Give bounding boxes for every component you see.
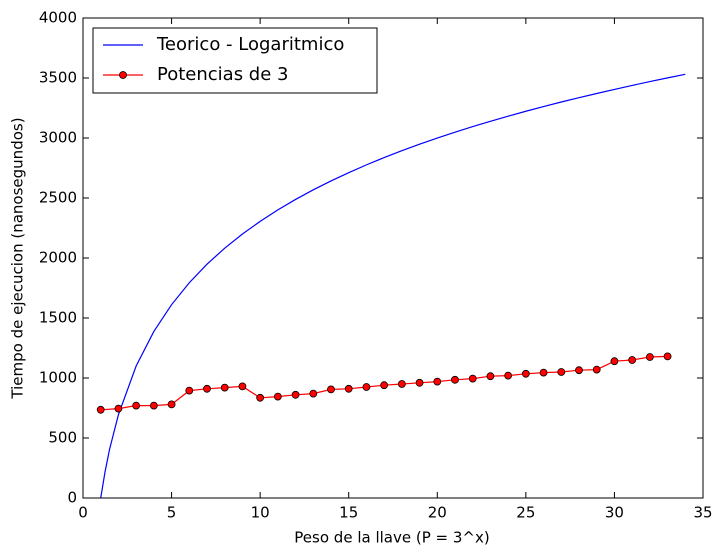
y-tick-label: 4000 [39, 9, 77, 27]
series-line [100, 73, 686, 498]
y-tick-label: 1500 [39, 309, 77, 327]
marker [149, 401, 158, 410]
marker [380, 381, 389, 390]
marker [504, 371, 513, 380]
marker [557, 368, 566, 376]
y-tick-label: 1000 [39, 369, 77, 387]
marker [592, 365, 601, 374]
x-tick-label: 35 [693, 504, 712, 522]
x-tick-label: 10 [251, 504, 270, 522]
marker [114, 404, 123, 413]
marker [663, 352, 672, 361]
marker [327, 385, 335, 394]
marker [273, 392, 282, 401]
marker [451, 375, 459, 384]
y-axis-label: Tiempo de ejecucion (nanosegundos) [9, 117, 27, 399]
marker [628, 356, 637, 364]
marker [132, 401, 141, 410]
y-tick-label: 0 [67, 489, 77, 507]
legend-label: Teorico - Logaritmico [156, 34, 344, 55]
marker [397, 380, 406, 388]
marker [362, 383, 371, 391]
x-tick-label: 20 [428, 504, 447, 522]
marker [344, 384, 353, 393]
legend-marker [119, 71, 127, 79]
marker [486, 372, 495, 381]
x-tick-label: 5 [167, 504, 177, 522]
x-tick-label: 15 [339, 504, 358, 522]
marker [539, 368, 548, 377]
marker [96, 405, 105, 414]
y-tick-label: 3500 [39, 69, 77, 87]
legend-label: Potencias de 3 [157, 64, 288, 85]
marker [309, 389, 318, 398]
y-tick-label: 2500 [39, 189, 77, 207]
marker [575, 366, 583, 375]
y-tick-label: 3000 [39, 129, 77, 147]
legend-box [92, 27, 378, 94]
marker [468, 374, 477, 383]
x-tick-label: 25 [516, 504, 535, 522]
marker [238, 382, 247, 391]
y-tick-label: 500 [48, 429, 77, 447]
marker [415, 378, 424, 387]
x-tick-label: 0 [78, 504, 88, 522]
marker [291, 390, 300, 399]
marker [256, 393, 265, 402]
marker [203, 384, 211, 393]
marker [521, 369, 530, 378]
marker [610, 357, 619, 366]
y-tick-label: 2000 [39, 249, 77, 267]
marker [185, 386, 194, 395]
marker [645, 353, 654, 361]
marker [433, 377, 442, 386]
x-axis-label: Peso de la llave (P = 3^x) [294, 529, 489, 547]
marker [220, 383, 229, 392]
plot-frame [82, 17, 704, 499]
marker [167, 400, 176, 409]
x-tick-label: 30 [605, 504, 624, 522]
